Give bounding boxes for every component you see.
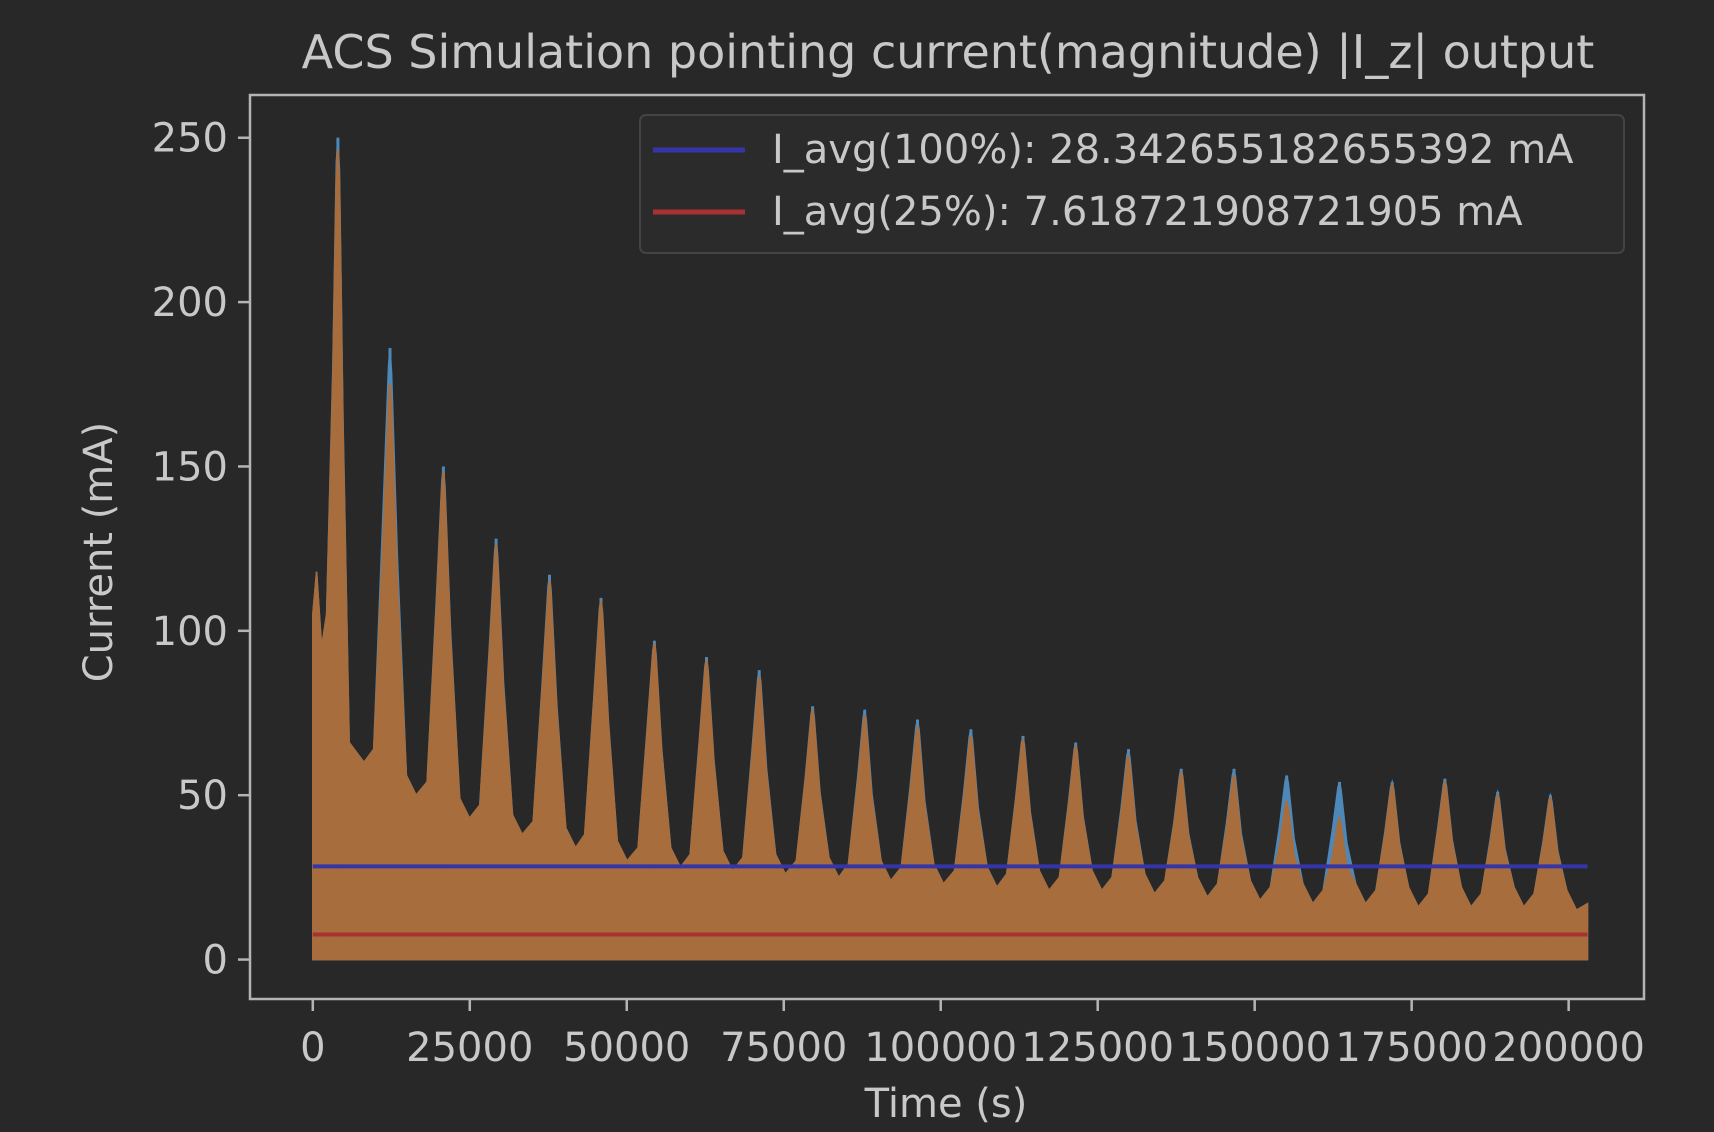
y-tick-label: 0 bbox=[203, 938, 228, 984]
x-tick-label: 200000 bbox=[1492, 1025, 1645, 1071]
legend-label-avg100: I_avg(100%): 28.342655182655392 mA bbox=[772, 127, 1574, 173]
x-axis-label: Time (s) bbox=[864, 1081, 1028, 1127]
x-tick-label: 0 bbox=[300, 1025, 325, 1071]
legend-label-avg25: I_avg(25%): 7.618721908721905 mA bbox=[772, 189, 1523, 235]
x-tick-label: 50000 bbox=[563, 1025, 690, 1071]
y-tick-label: 100 bbox=[152, 609, 228, 655]
x-tick-label: 150000 bbox=[1178, 1025, 1331, 1071]
y-tick-label: 50 bbox=[177, 773, 228, 819]
x-tick-label: 125000 bbox=[1021, 1025, 1174, 1071]
y-axis: 0 50 100 150 200 250 bbox=[152, 116, 250, 984]
x-tick-label: 100000 bbox=[864, 1025, 1017, 1071]
x-tick-label: 75000 bbox=[720, 1025, 847, 1071]
plot-area bbox=[312, 137, 1589, 961]
y-tick-label: 250 bbox=[152, 116, 228, 162]
y-tick-label: 200 bbox=[152, 280, 228, 326]
series-current-orange bbox=[312, 150, 1589, 961]
y-tick-label: 150 bbox=[152, 444, 228, 490]
x-tick-label: 175000 bbox=[1335, 1025, 1488, 1071]
legend: I_avg(100%): 28.342655182655392 mA I_avg… bbox=[639, 114, 1625, 254]
plot-frame bbox=[248, 93, 1646, 1001]
x-axis: 0 25000 50000 75000 100000 125000 150000 175000… bbox=[300, 999, 1645, 1071]
legend-box bbox=[639, 114, 1625, 254]
x-tick-label: 25000 bbox=[406, 1025, 533, 1071]
y-axis-label: Current (mA) bbox=[76, 422, 122, 683]
chart-title: ACS Simulation pointing current(magnitud… bbox=[302, 25, 1595, 80]
